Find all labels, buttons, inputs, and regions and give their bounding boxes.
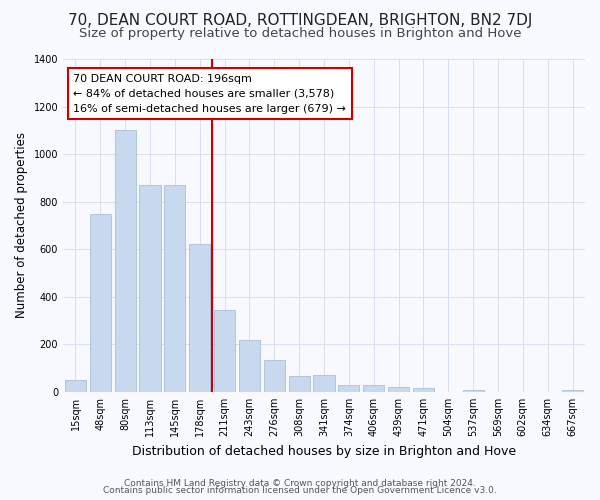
Text: 70 DEAN COURT ROAD: 196sqm
← 84% of detached houses are smaller (3,578)
16% of s: 70 DEAN COURT ROAD: 196sqm ← 84% of deta… xyxy=(73,74,346,114)
Bar xyxy=(90,214,111,392)
Bar xyxy=(363,385,384,392)
X-axis label: Distribution of detached houses by size in Brighton and Hove: Distribution of detached houses by size … xyxy=(132,444,516,458)
Bar xyxy=(65,380,86,392)
Bar xyxy=(214,310,235,392)
Bar xyxy=(164,185,185,392)
Bar xyxy=(562,390,583,392)
Y-axis label: Number of detached properties: Number of detached properties xyxy=(15,132,28,318)
Text: Contains public sector information licensed under the Open Government Licence v3: Contains public sector information licen… xyxy=(103,486,497,495)
Bar xyxy=(313,376,335,392)
Bar xyxy=(139,185,161,392)
Text: 70, DEAN COURT ROAD, ROTTINGDEAN, BRIGHTON, BN2 7DJ: 70, DEAN COURT ROAD, ROTTINGDEAN, BRIGHT… xyxy=(68,12,532,28)
Bar xyxy=(388,387,409,392)
Bar xyxy=(413,388,434,392)
Bar xyxy=(264,360,285,392)
Bar xyxy=(189,244,211,392)
Bar xyxy=(289,376,310,392)
Bar xyxy=(239,340,260,392)
Text: Contains HM Land Registry data © Crown copyright and database right 2024.: Contains HM Land Registry data © Crown c… xyxy=(124,478,476,488)
Text: Size of property relative to detached houses in Brighton and Hove: Size of property relative to detached ho… xyxy=(79,28,521,40)
Bar xyxy=(338,385,359,392)
Bar xyxy=(463,390,484,392)
Bar xyxy=(115,130,136,392)
